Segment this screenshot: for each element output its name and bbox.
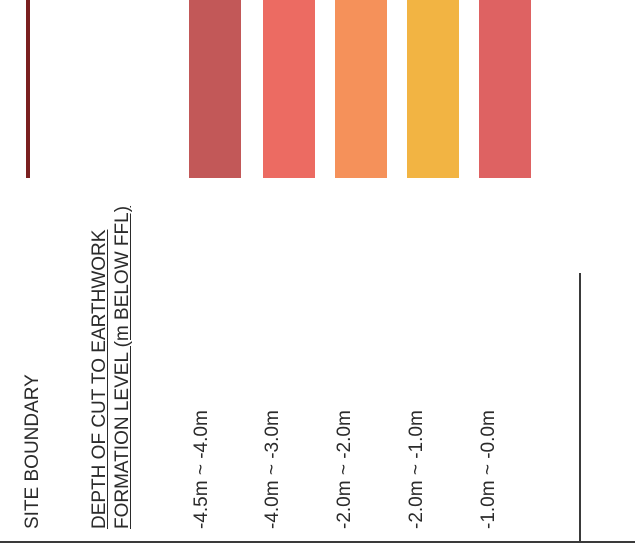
- range-label: -2.0m ~ -2.0m: [334, 410, 355, 529]
- range-swatch: [189, 0, 241, 178]
- range-label: -4.0m ~ -3.0m: [262, 410, 283, 529]
- legend-heading: DEPTH OF CUT TO EARTHWORK FORMATION LEVE…: [88, 206, 134, 529]
- legend-heading-line-2: FORMATION LEVEL (m BELOW FFL): [112, 205, 133, 529]
- site-boundary-label: SITE BOUNDARY: [22, 374, 43, 529]
- range-label: -1.0m ~ -0.0m: [478, 410, 499, 529]
- range-swatch: [407, 0, 459, 178]
- frame-border-right: [579, 273, 581, 543]
- range-swatch: [335, 0, 387, 178]
- range-swatch: [263, 0, 315, 178]
- range-swatch: [479, 0, 531, 178]
- legend-heading-line-1: DEPTH OF CUT TO EARTHWORK: [89, 229, 110, 529]
- site-boundary-line: [26, 0, 30, 178]
- range-label: -2.0m ~ -1.0m: [406, 410, 427, 529]
- range-label: -4.5m ~ -4.0m: [191, 410, 212, 529]
